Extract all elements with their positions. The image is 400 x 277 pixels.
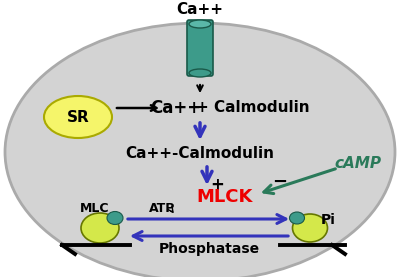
Ellipse shape (189, 20, 211, 28)
FancyBboxPatch shape (187, 20, 213, 76)
Ellipse shape (107, 212, 123, 224)
Ellipse shape (292, 214, 328, 242)
Text: Pi: Pi (320, 213, 336, 227)
Text: −: − (272, 173, 288, 191)
Text: Ca++: Ca++ (150, 99, 202, 117)
Text: MLC: MLC (80, 201, 110, 214)
Ellipse shape (5, 23, 395, 277)
Ellipse shape (44, 96, 112, 138)
Text: +: + (210, 176, 224, 194)
Text: Phosphatase: Phosphatase (158, 242, 260, 256)
Text: MLCK: MLCK (197, 188, 253, 206)
Text: + Calmodulin: + Calmodulin (196, 101, 310, 116)
Ellipse shape (290, 212, 304, 224)
Ellipse shape (81, 213, 119, 243)
Text: Ca++-Calmodulin: Ca++-Calmodulin (126, 145, 274, 160)
Text: ATP: ATP (149, 201, 175, 214)
Text: cAMP: cAMP (334, 155, 382, 171)
Ellipse shape (189, 69, 211, 77)
Text: SR: SR (67, 109, 89, 124)
Text: Ca++: Ca++ (176, 2, 224, 17)
